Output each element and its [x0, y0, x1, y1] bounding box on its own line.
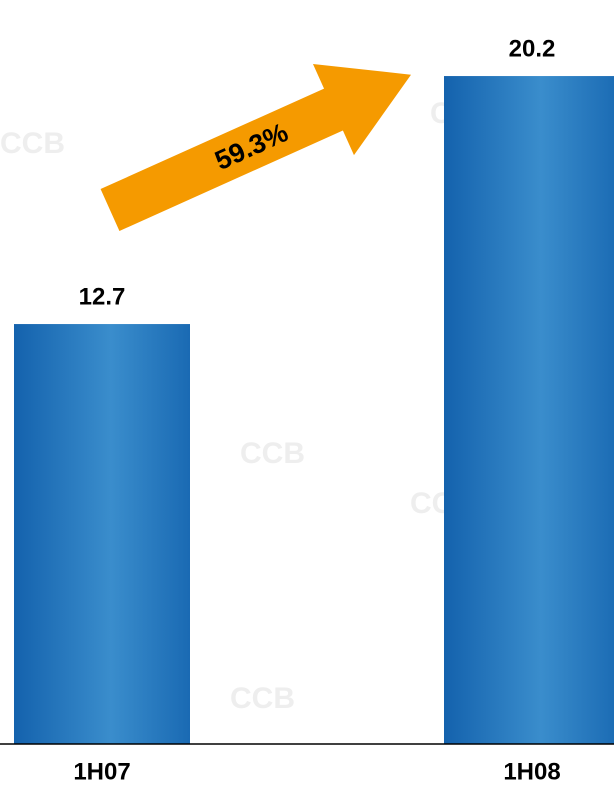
value-label: 12.7: [79, 283, 126, 310]
value-label: 20.2: [509, 35, 556, 62]
watermark: CCB: [240, 437, 305, 470]
watermark: CCB: [230, 682, 295, 715]
arrow-shape: [100, 63, 411, 231]
bar: [444, 76, 614, 744]
bar: [14, 324, 190, 744]
growth-arrow: 59.3%: [100, 63, 411, 231]
x-tick-label: 1H07: [73, 758, 130, 785]
watermark: CCB: [0, 127, 65, 160]
x-tick-label: 1H08: [503, 758, 560, 785]
